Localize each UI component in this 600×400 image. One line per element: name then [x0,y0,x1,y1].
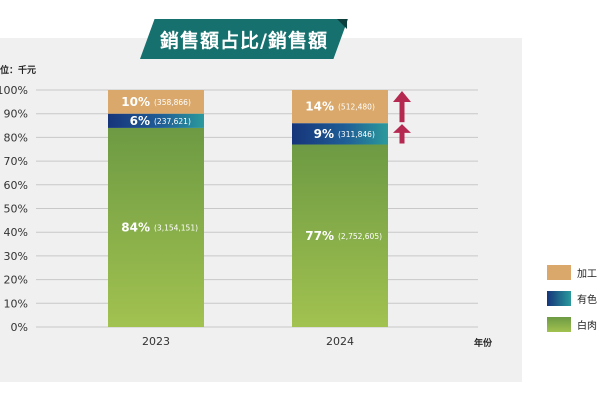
data-label-percent: 9% [314,127,334,141]
legend-item: 加工 [547,264,597,280]
grid-layer: 0% 10% 20% 30% 40% 50% 60% 70% 80% 90% 100% [0,84,478,334]
x-tick-label: 2024 [326,335,354,348]
increase-arrow-icon [393,124,411,133]
bar-segment [108,127,204,327]
data-label-amount: (3,154,151) [154,223,198,232]
data-label-amount: (311,846) [338,130,375,139]
data-label-amount: (358,866) [154,98,191,107]
data-label-percent: 10% [121,95,150,109]
y-tick-label: 70% [4,155,28,168]
legend-swatch [547,290,571,306]
data-label-amount: (512,480) [338,103,375,112]
x-tick-label: 2023 [142,335,170,348]
y-tick-label: 10% [4,297,28,310]
y-tick-label: 100% [0,84,28,97]
bar-segment [108,113,204,128]
y-tick-label: 0% [11,321,28,334]
bars-layer [108,90,388,327]
arrows-layer [393,91,411,144]
y-tick-label: 90% [4,108,28,121]
y-tick-label: 40% [4,226,28,239]
increase-arrow-icon [393,91,411,102]
legend-swatch [547,316,571,332]
y-tick-label: 30% [4,250,28,263]
legend-label: 白肉 [577,320,597,332]
data-label-percent: 84% [121,220,150,234]
increase-arrow-icon [399,131,405,144]
bar-segment [292,144,388,327]
legend-label: 加工 [577,268,597,280]
legend-label: 有色 [577,294,597,306]
data-label-amount: (2,752,605) [338,232,382,241]
bar-segment [292,123,388,145]
legend-item: 白肉 [547,316,597,332]
increase-arrow-icon [399,101,405,123]
data-label-percent: 6% [130,114,150,128]
data-label-percent: 14% [305,100,334,114]
data-label-percent: 77% [305,229,334,243]
y-tick-label: 20% [4,274,28,287]
chart-panel [0,38,522,382]
bar-segment [292,90,388,124]
labels-layer: 84% (3,154,151) 6% (237,621) 10% (358,866) 202… [121,95,382,348]
title-banner: 銷售額占比/銷售額 [140,19,348,59]
y-tick-label: 60% [4,179,28,192]
y-tick-label: 80% [4,131,28,144]
banner-corner-decoration [337,19,347,29]
legend-swatch [547,264,571,280]
bar-segment [108,90,204,114]
legend-item: 有色 [547,290,597,306]
data-label-amount: (237,621) [154,117,191,126]
x-axis-title: 年份 [474,339,493,349]
y-tick-label: 50% [4,203,28,216]
chart-title: 銷售額占比/銷售額 [160,29,328,52]
unit-label: 位：千元 [0,66,37,76]
legend: 加工 有色 白肉 [547,264,597,342]
